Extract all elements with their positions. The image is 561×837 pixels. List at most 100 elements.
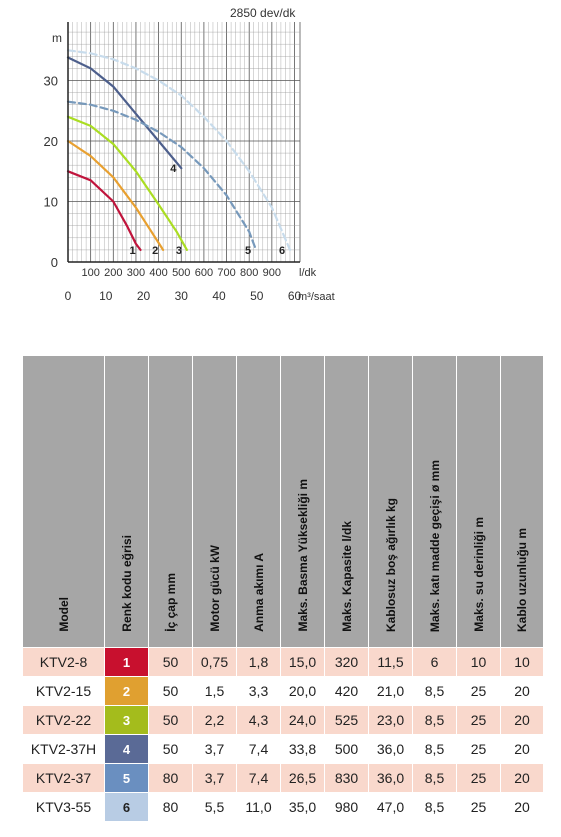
series-label-4: 4	[170, 163, 177, 175]
x-tick-label: 700	[217, 267, 235, 279]
series-label-6: 6	[279, 245, 285, 257]
header-cable-length: Kablo uzunluğu m	[500, 355, 544, 648]
x-tick-label: 800	[240, 267, 258, 279]
cell-rated-current: 7,4	[236, 763, 281, 793]
header-model: Model	[22, 355, 105, 648]
cell-model: KTV2-22	[22, 705, 105, 735]
x2-tick-label: 0	[65, 289, 72, 303]
y-tick-label: 10	[44, 195, 58, 210]
header-max-capacity: Maks. Kapasite l/dk	[324, 355, 369, 648]
header-solid-passage: Maks. katı madde geçişi ø mm	[412, 355, 457, 648]
y-tick-label: 0	[51, 255, 58, 270]
header-max-depth: Maks. su derinliği m	[456, 355, 501, 648]
cell-inner-diameter: 50	[148, 676, 193, 706]
cell-color-code: 4	[104, 734, 149, 764]
x2-tick-label: 10	[99, 289, 113, 303]
cell-weight: 11,5	[368, 647, 413, 677]
cell-motor-power: 2,2	[192, 705, 237, 735]
y-tick-label: 20	[44, 134, 58, 149]
y-unit-label: m	[52, 31, 62, 45]
cell-model: KTV2-8	[22, 647, 105, 677]
cell-motor-power: 3,7	[192, 763, 237, 793]
series-line-3	[66, 115, 188, 251]
x-tick-label: 300	[127, 267, 145, 279]
cell-weight: 23,0	[368, 705, 413, 735]
cell-weight: 36,0	[368, 763, 413, 793]
cell-weight: 36,0	[368, 734, 413, 764]
cell-max-depth: 10	[456, 647, 501, 677]
header-inner-diameter: İç çap mm	[148, 355, 193, 648]
table-row: KTV3-55 6 80 5,5 11,0 35,0 980 47,0 8,5 25 20	[22, 792, 544, 822]
cell-solid-passage: 8,5	[412, 705, 457, 735]
x2-tick-label: 40	[212, 289, 226, 303]
cell-max-capacity: 420	[324, 676, 369, 706]
cell-max-head: 24,0	[280, 705, 325, 735]
header-weight: Kablosuz boş ağırlık kg	[368, 355, 413, 648]
cell-color-code: 1	[104, 647, 149, 677]
cell-inner-diameter: 50	[148, 647, 193, 677]
cell-inner-diameter: 50	[148, 734, 193, 764]
cell-rated-current: 4,3	[236, 705, 281, 735]
cell-rated-current: 1,8	[236, 647, 281, 677]
cell-cable-length: 20	[500, 763, 544, 793]
cell-max-capacity: 500	[324, 734, 369, 764]
cell-inner-diameter: 80	[148, 763, 193, 793]
x2-unit-label: m³/saat	[298, 291, 335, 303]
cell-cable-length: 20	[500, 734, 544, 764]
series-line-1	[66, 170, 142, 251]
x2-tick-label: 30	[175, 289, 189, 303]
table-row: KTV2-8 1 50 0,75 1,8 15,0 320 11,5 6 10 10	[22, 647, 544, 677]
series-line-4	[66, 56, 183, 170]
tick-layer: 0 10 20 30 100 200 300 400 500 600 700 800 900 0 10 20 3…	[44, 74, 302, 304]
spec-table: Model Renk kodu eğrisi İç çap mm Motor g…	[22, 355, 544, 822]
pump-curve-chart: 2850 dev/dk m l/dk m³/saat 1 2 3 4 5 6 0 10 20 3…	[44, 6, 335, 304]
series-label-2: 2	[152, 245, 158, 257]
cell-inner-diameter: 80	[148, 792, 193, 822]
cell-cable-length: 10	[500, 647, 544, 677]
cell-inner-diameter: 50	[148, 705, 193, 735]
cell-max-head: 20,0	[280, 676, 325, 706]
x2-tick-label: 50	[250, 289, 264, 303]
cell-model: KTV3-55	[22, 792, 105, 822]
cell-max-head: 33,8	[280, 734, 325, 764]
cell-max-head: 15,0	[280, 647, 325, 677]
cell-solid-passage: 8,5	[412, 763, 457, 793]
header-color-code: Renk kodu eğrisi	[104, 355, 149, 648]
cell-rated-current: 7,4	[236, 734, 281, 764]
header-rated-current: Anma akımı A	[236, 355, 281, 648]
x-tick-label: 900	[263, 267, 281, 279]
cell-color-code: 6	[104, 792, 149, 822]
cell-model: KTV2-15	[22, 676, 105, 706]
cell-solid-passage: 6	[412, 647, 457, 677]
cell-color-code: 3	[104, 705, 149, 735]
cell-model: KTV2-37	[22, 763, 105, 793]
cell-rated-current: 3,3	[236, 676, 281, 706]
series-label-3: 3	[176, 245, 182, 257]
cell-max-capacity: 980	[324, 792, 369, 822]
cell-max-depth: 25	[456, 676, 501, 706]
cell-max-capacity: 320	[324, 647, 369, 677]
cell-motor-power: 5,5	[192, 792, 237, 822]
cell-max-capacity: 525	[324, 705, 369, 735]
cell-rated-current: 11,0	[236, 792, 281, 822]
cell-max-capacity: 830	[324, 763, 369, 793]
x-tick-label: 400	[149, 267, 167, 279]
chart-grid	[67, 22, 301, 263]
cell-max-depth: 25	[456, 734, 501, 764]
cell-max-depth: 25	[456, 705, 501, 735]
x-tick-label: 100	[81, 267, 99, 279]
cell-color-code: 5	[104, 763, 149, 793]
y-tick-label: 30	[44, 74, 58, 89]
cell-motor-power: 3,7	[192, 734, 237, 764]
table-row: KTV2-37 5 80 3,7 7,4 26,5 830 36,0 8,5 25 20	[22, 763, 544, 793]
table-row: KTV2-37H 4 50 3,7 7,4 33,8 500 36,0 8,5 25 20	[22, 734, 544, 764]
cell-weight: 21,0	[368, 676, 413, 706]
cell-solid-passage: 8,5	[412, 676, 457, 706]
cell-max-depth: 25	[456, 792, 501, 822]
cell-solid-passage: 8,5	[412, 734, 457, 764]
cell-max-depth: 25	[456, 763, 501, 793]
x-tick-label: 600	[195, 267, 213, 279]
series-line-5	[66, 100, 258, 251]
x2-tick-label: 20	[137, 289, 151, 303]
series-label-5: 5	[245, 245, 251, 257]
